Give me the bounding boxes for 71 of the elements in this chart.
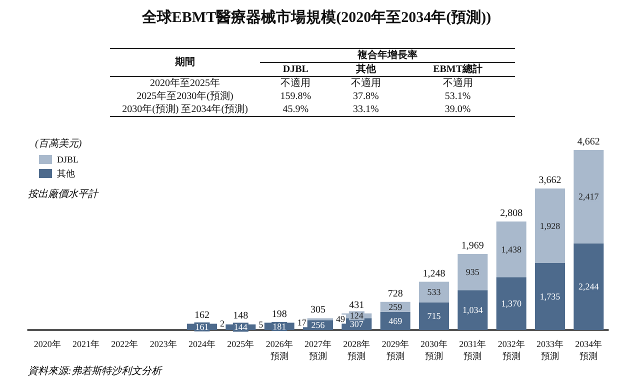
total-label: 1,969 — [461, 240, 484, 252]
data-label: 144 — [234, 322, 248, 332]
text: 2030年(預測) 至2034年(預測) — [121, 103, 249, 116]
total-label: 728 — [388, 288, 403, 300]
x-tick-label: 2026年預測 — [266, 339, 293, 361]
data-label: 17 — [297, 318, 307, 328]
data-label: 469 — [388, 316, 403, 326]
text: 2020年至2025年 — [149, 76, 221, 90]
data-label: 49 — [336, 314, 346, 324]
data-label: 1,438 — [501, 244, 522, 254]
total-label: 3,662 — [538, 175, 562, 186]
data-label: 259 — [388, 302, 403, 312]
x-tick-label: 2020年 — [34, 339, 61, 349]
text: 不適用 — [280, 76, 312, 90]
text: 複合年增長率 — [260, 48, 515, 62]
text: 其他 — [354, 62, 377, 76]
x-tick-label: 2023年 — [150, 339, 177, 349]
x-tick-label: 2024年 — [188, 339, 216, 349]
legend-label: DJBL — [57, 154, 79, 164]
data-label: 307 — [350, 319, 364, 330]
total-label: 198 — [272, 308, 287, 320]
data-label: 161 — [195, 322, 209, 332]
x-tick-label: 2031年預測 — [459, 339, 486, 361]
text: 33.1% — [352, 103, 380, 116]
x-tick-label: 2030年預測 — [420, 339, 448, 361]
x-tick-label: 2029年預測 — [382, 339, 409, 361]
x-tick-label: 2033年預測 — [536, 339, 564, 361]
text: EBMT總計 — [432, 62, 484, 76]
data-label: 1,928 — [540, 220, 561, 231]
total-label: 4,662 — [577, 136, 600, 148]
text: 不適用 — [442, 76, 474, 90]
total-label: 1,248 — [422, 268, 446, 280]
x-tick-label: 2025年 — [227, 339, 254, 349]
text: 37.8% — [352, 90, 380, 103]
text: 45.9% — [282, 103, 310, 116]
data-label: 935 — [466, 267, 480, 278]
data-label: 533 — [427, 287, 442, 298]
text: 2025年至2030年(預測) — [136, 90, 234, 103]
data-label: 181 — [272, 322, 286, 332]
chart-title: 全球EBMT醫療器械市場規模(2020年至2034年(預測)) — [140, 8, 492, 27]
x-tick-label: 2021年 — [72, 339, 100, 349]
total-label: 148 — [233, 310, 248, 322]
data-label: 256 — [311, 320, 326, 330]
annotation: 按出廠價水平計 — [28, 188, 98, 201]
text: 期間 — [110, 48, 260, 76]
data-label: 2,417 — [578, 192, 600, 202]
data-label: 5 — [258, 319, 264, 330]
text: 39.0% — [444, 103, 472, 116]
x-tick-label: 2022年 — [111, 339, 138, 349]
data-label: 2 — [220, 318, 224, 329]
source-note: 資料來源:弗若斯特沙利文分析 — [28, 364, 162, 378]
x-tick-label: 2032年預測 — [498, 339, 525, 361]
total-label: 305 — [310, 304, 326, 316]
total-label: 162 — [194, 310, 210, 322]
data-label: 715 — [427, 311, 442, 322]
data-label: 1,034 — [462, 305, 484, 316]
text: 159.8% — [279, 90, 312, 103]
data-label: 1,735 — [540, 292, 561, 302]
data-label: 124 — [350, 310, 364, 321]
legend-label: 其他 — [57, 168, 75, 178]
data-label: 1,370 — [501, 298, 522, 309]
y-axis-title: (百萬美元) — [35, 138, 82, 150]
text: DJBL — [282, 62, 310, 76]
total-label: 2,808 — [500, 208, 523, 220]
x-tick-label: 2034年預測 — [575, 339, 602, 361]
text: 不適用 — [350, 76, 382, 90]
total-label: 431 — [349, 300, 364, 311]
x-tick-label: 2027年預測 — [304, 339, 332, 361]
x-tick-label: 2028年預測 — [343, 339, 370, 361]
data-label: 2,244 — [578, 282, 600, 292]
text: 53.1% — [444, 90, 472, 103]
